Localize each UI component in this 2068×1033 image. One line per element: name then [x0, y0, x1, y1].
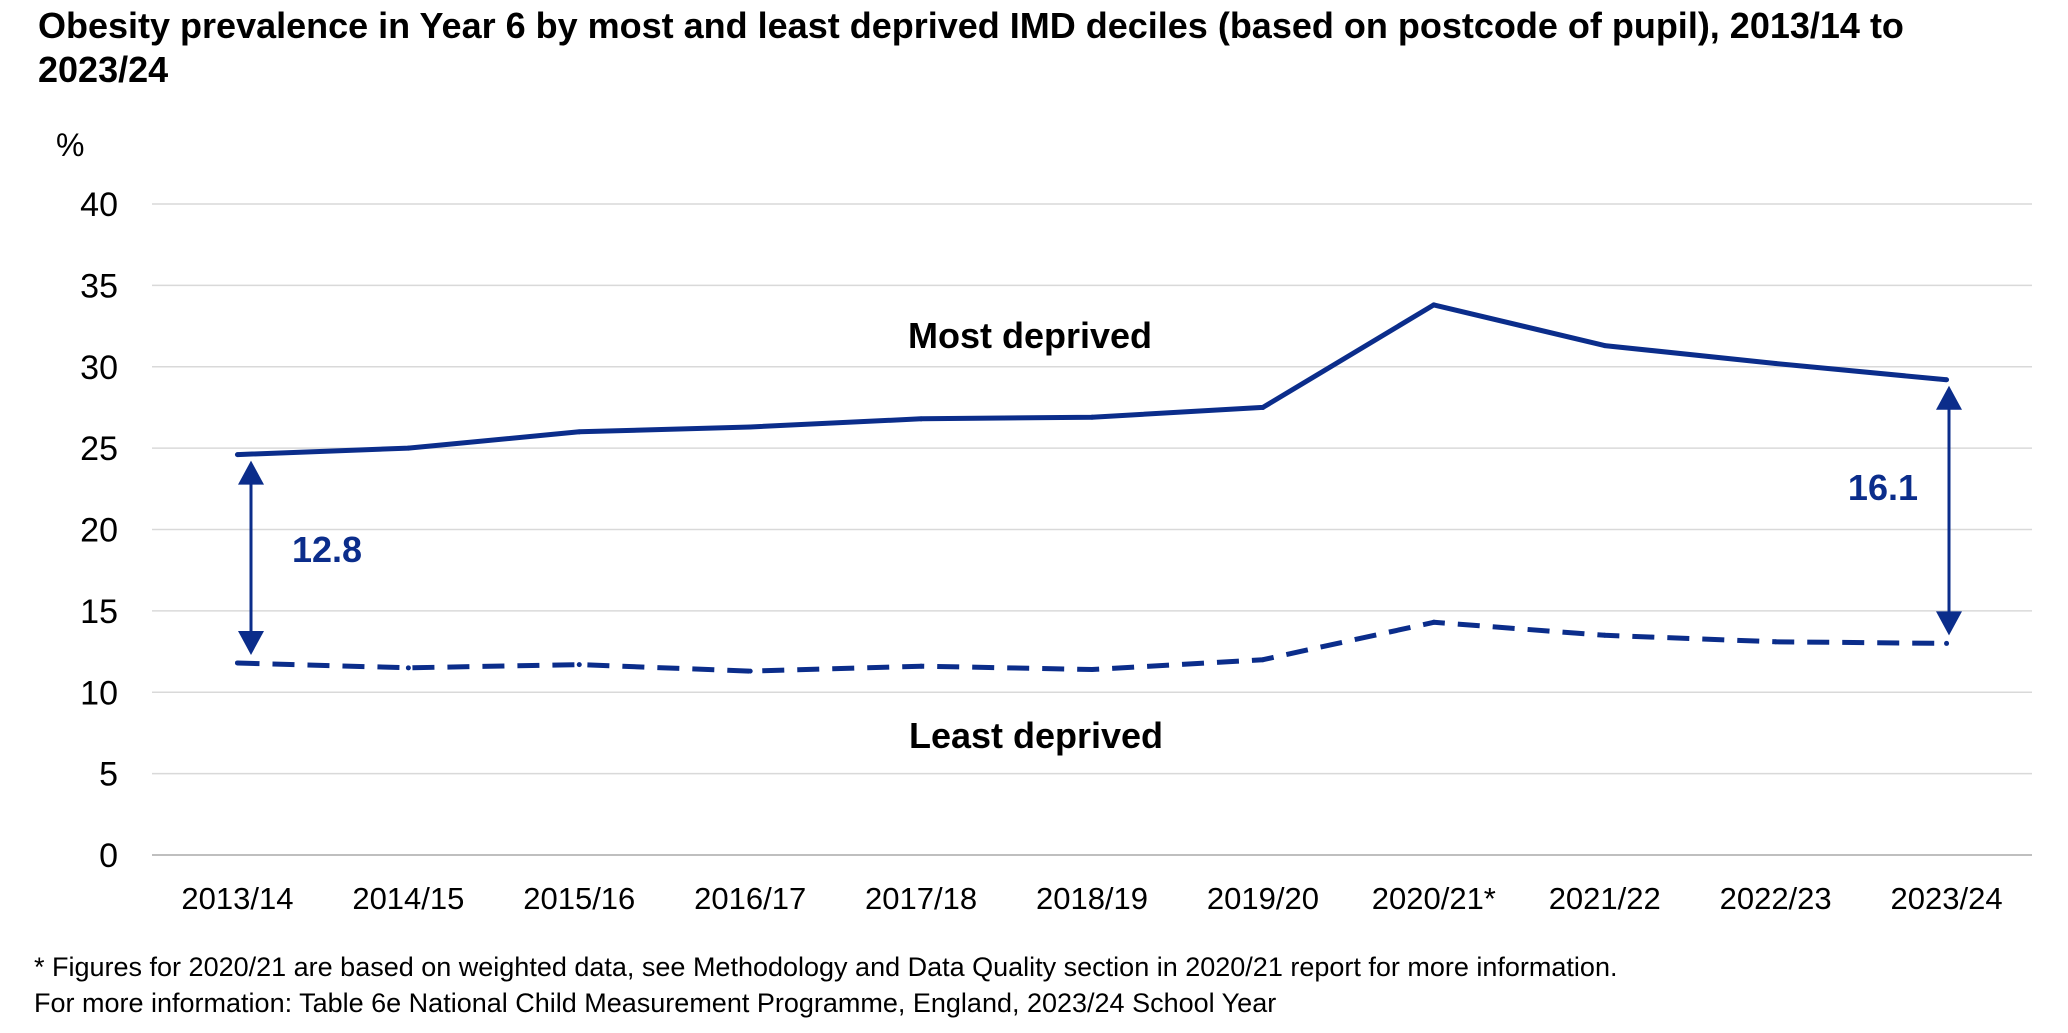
data-point [405, 665, 411, 671]
y-tick-label: 30 [80, 349, 118, 387]
data-point [234, 660, 240, 666]
data-point [918, 663, 924, 669]
x-tick-label: 2022/23 [1720, 881, 1832, 916]
y-tick-label: 25 [80, 430, 118, 468]
data-point [1944, 640, 1950, 646]
y-tick-label: 0 [99, 837, 118, 875]
data-point [747, 668, 753, 674]
y-axis-label: % [56, 127, 84, 163]
x-tick-label: 2020/21* [1372, 881, 1496, 916]
y-tick-label: 10 [80, 674, 118, 712]
x-tick-label: 2021/22 [1549, 881, 1661, 916]
gridlines [152, 203, 2032, 775]
gap-annotation-label: 16.1 [1848, 467, 1918, 508]
data-point [576, 429, 582, 435]
x-tick-label: 2017/18 [865, 881, 977, 916]
y-tick-label: 40 [80, 186, 118, 224]
series-lines: Most deprived Least deprived [234, 302, 1950, 756]
x-tick-label: 2015/16 [523, 881, 635, 916]
axes: 0 5 10 15 20 25 30 35 40% 2013/14 2014/15 2015/16 20… [56, 127, 2032, 916]
arrow-head-up [238, 460, 264, 485]
data-point [1260, 657, 1266, 663]
footnote-source: For more information: Table 6e National … [34, 988, 1277, 1018]
data-point [1431, 302, 1437, 308]
data-point [1260, 404, 1266, 410]
data-point [405, 445, 411, 451]
chart-title: Obesity prevalence in Year 6 by most and… [38, 5, 1904, 90]
data-point [747, 424, 753, 430]
footnote-weighted-data: * Figures for 2020/21 are based on weigh… [34, 952, 1618, 982]
x-tick-label: 2016/17 [694, 881, 806, 916]
data-point [1089, 666, 1095, 672]
x-tick-label: 2019/20 [1207, 881, 1319, 916]
x-tick-label: 2023/24 [1891, 881, 2003, 916]
annotations: 12.8 16.1 [238, 385, 1962, 655]
data-point [1602, 632, 1608, 638]
arrow-head-up [1936, 385, 1962, 410]
y-tick-label: 5 [99, 756, 118, 794]
least-deprived-line [237, 619, 1947, 674]
data-point [1431, 619, 1437, 625]
data-point [1773, 639, 1779, 645]
data-point [1602, 343, 1608, 349]
data-point [1944, 377, 1950, 383]
data-point [1773, 360, 1779, 366]
series-label: Most deprived [908, 315, 1152, 356]
y-tick-label: 35 [80, 267, 118, 305]
y-tick-label: 15 [80, 593, 118, 631]
line-chart: 0 5 10 15 20 25 30 35 40% 2013/14 2014/15 2015/16 20… [56, 127, 2032, 916]
x-tick-label: 2014/15 [352, 881, 464, 916]
arrow-head-down [1936, 611, 1962, 636]
arrow-head-down [238, 630, 264, 655]
data-point [1089, 414, 1095, 420]
series-label: Least deprived [909, 715, 1163, 756]
data-point [234, 452, 240, 458]
x-tick-label: 2018/19 [1036, 881, 1148, 916]
x-tick-label: 2013/14 [181, 881, 293, 916]
gap-annotation-label: 12.8 [292, 529, 362, 570]
y-tick-label: 20 [80, 512, 118, 550]
data-point [576, 662, 582, 668]
data-point [918, 416, 924, 422]
